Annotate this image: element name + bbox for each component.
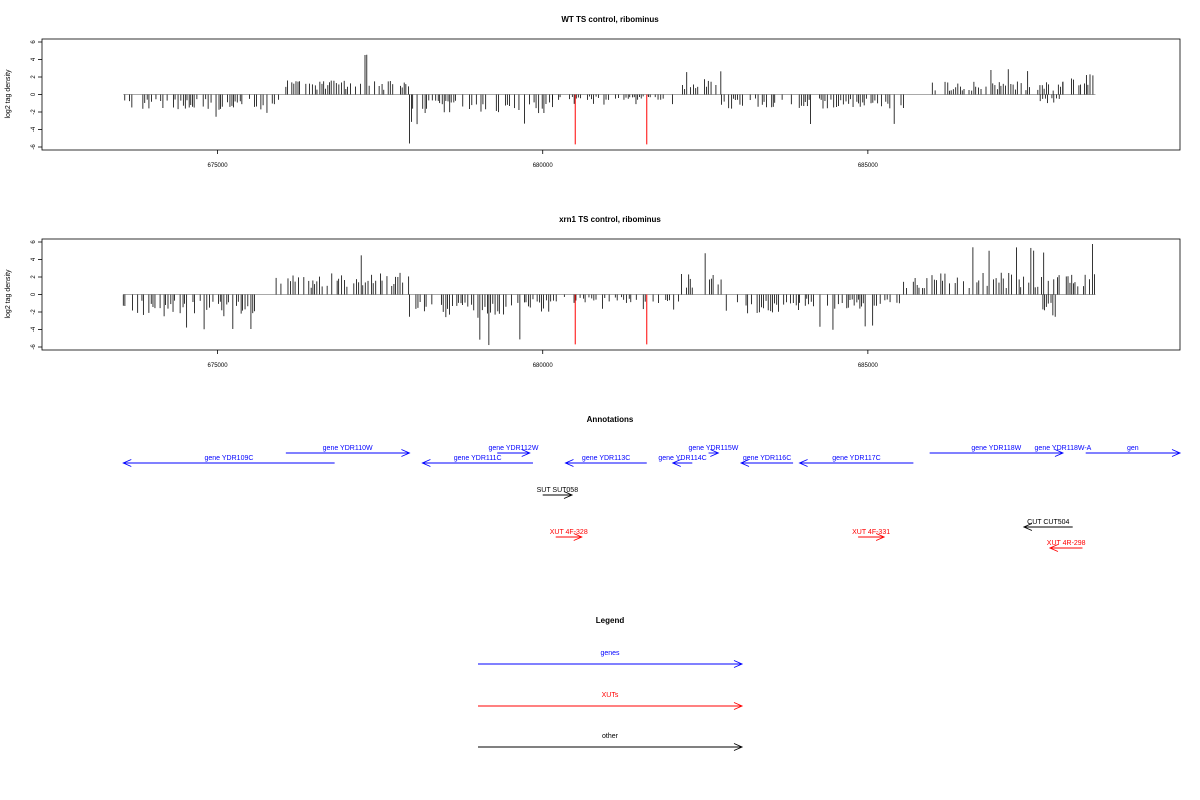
x-tick-label: 685000 — [858, 163, 879, 169]
annotation-arrow: gene YDR112W — [488, 445, 539, 457]
annotation-arrow: gene YDR118W — [929, 445, 1065, 457]
annotation-label: XUT 4F-328 — [550, 529, 588, 536]
y-tick-label: -2 — [31, 309, 37, 315]
legend-item: genes — [478, 650, 744, 668]
y-tick-label: 4 — [31, 57, 37, 61]
legend-title: Legend — [596, 616, 625, 625]
annotation-label: gene YDR115W — [688, 445, 738, 452]
annotation-label: gene YDR117C — [832, 455, 880, 462]
annotation-arrow: gene YDR110W — [285, 445, 411, 457]
x-tick-label: 680000 — [533, 363, 554, 369]
legend-items: genes XUTs other — [478, 650, 744, 751]
y-tick-label: -4 — [31, 326, 37, 332]
chart-title: WT TS control, ribominus — [561, 15, 659, 24]
annotation-arrow: SUT SUT058 — [537, 487, 579, 499]
legend-item: XUTs — [478, 692, 744, 710]
y-axis-label: log2 tag density — [5, 69, 12, 119]
annotations-title: Annotations — [587, 415, 634, 424]
legend-label: genes — [600, 650, 620, 657]
annotation-label: gene YDR118W-A — [1035, 445, 1092, 452]
annotation-label: XUT 4F-331 — [852, 529, 890, 536]
y-tick-label: 2 — [31, 75, 37, 79]
annotation-arrow: gene YDR116C — [739, 455, 794, 467]
plot-area: -6 -4 -2 0 2 4 6 675000 680000 685000 — [31, 38, 1181, 169]
panel-wt-ts-control: WT TS control, ribominus log2 tag densit… — [5, 15, 1181, 169]
y-tick-label: -4 — [31, 126, 37, 132]
annotation-features: gene YDR109C gene YDR110W gene YDR111C gene… — [122, 445, 1182, 552]
annotation-arrow: gen — [1085, 445, 1182, 457]
annotation-arrow: gene YDR114C — [658, 455, 707, 467]
annotation-label: gene YDR109C — [205, 455, 254, 462]
annotation-arrow: XUT 4F-328 — [550, 529, 588, 541]
annotation-arrow: gene YDR109C — [122, 455, 335, 467]
annotation-label: gen — [1127, 445, 1139, 452]
annotation-label: gene YDR113C — [582, 455, 630, 462]
x-tick-label: 680000 — [533, 163, 554, 169]
annotation-label: CUT CUT504 — [1027, 519, 1069, 526]
y-tick-label: 0 — [31, 92, 37, 96]
legend-item: other — [478, 733, 744, 751]
annotation-label: gene YDR111C — [454, 455, 502, 462]
annotation-arrow: XUT 4F-331 — [852, 529, 890, 541]
annotation-label: gene YDR112W — [488, 445, 538, 452]
annotation-label: gene YDR118W — [971, 445, 1021, 452]
annotation-arrow: gene YDR118W-A — [1035, 445, 1092, 452]
chart-title: xrn1 TS control, ribominus — [559, 215, 661, 224]
annotation-arrow: gene YDR113C — [564, 455, 647, 467]
annotation-arrow: XUT 4R-298 — [1047, 540, 1086, 552]
x-tick-label: 675000 — [208, 363, 229, 369]
legend-label: other — [602, 733, 619, 740]
y-tick-label: -6 — [31, 344, 37, 350]
legend-panel: Legend genes XUTs other — [478, 616, 744, 751]
annotation-arrow: CUT CUT504 — [1022, 519, 1073, 531]
y-tick-label: 0 — [31, 292, 37, 296]
x-tick-label: 685000 — [858, 363, 879, 369]
annotation-arrow: gene YDR111C — [421, 455, 533, 467]
annotation-label: XUT 4R-298 — [1047, 540, 1086, 547]
annotation-arrow: gene YDR115W — [688, 445, 739, 457]
y-tick-label: -2 — [31, 109, 37, 115]
annotation-arrow: gene YDR117C — [798, 455, 914, 467]
y-tick-label: 2 — [31, 275, 37, 279]
y-tick-label: 6 — [31, 40, 37, 44]
y-tick-label: -6 — [31, 144, 37, 150]
x-tick-label: 675000 — [208, 163, 229, 169]
y-axis-label: log2 tag density — [5, 269, 12, 319]
annotation-label: gene YDR114C — [658, 455, 706, 462]
y-tick-label: 4 — [31, 257, 37, 261]
annotation-label: gene YDR110W — [323, 445, 373, 452]
panel-xrn1-ts-control: xrn1 TS control, ribominus log2 tag dens… — [5, 215, 1181, 369]
annotation-label: gene YDR116C — [743, 455, 791, 462]
annotation-label: SUT SUT058 — [537, 487, 579, 494]
legend-label: XUTs — [602, 692, 619, 699]
plot-area: -6 -4 -2 0 2 4 6 675000 680000 685000 — [31, 238, 1181, 369]
y-tick-label: 6 — [31, 240, 37, 244]
